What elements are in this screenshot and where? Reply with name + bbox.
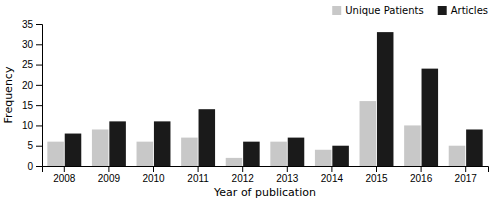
tick-mark: [64, 166, 65, 172]
tick-mark: [36, 166, 42, 167]
bars: [47, 32, 482, 166]
tick-label: 2014: [321, 173, 344, 184]
tick: 2017: [455, 166, 478, 184]
bar: [404, 125, 421, 166]
legend-swatch: [438, 6, 447, 15]
tick-mark: [36, 125, 42, 126]
tick-label: 30: [22, 39, 34, 50]
tick: 2008: [53, 166, 76, 184]
tick-label: 2010: [142, 173, 165, 184]
bar: [315, 150, 332, 166]
tick-label: 2016: [410, 173, 433, 184]
tick-label: 2017: [455, 173, 478, 184]
y-axis: 0 5 10 15 20 25 30 35: [22, 19, 43, 172]
tick-mark: [108, 166, 109, 172]
y-axis-title: Frequency: [2, 66, 15, 123]
bar: [360, 101, 377, 166]
tick-label: 25: [22, 59, 34, 70]
tick: 35: [22, 19, 42, 30]
tick: 2015: [365, 166, 388, 184]
legend-swatch: [332, 6, 341, 15]
bar: [92, 129, 109, 166]
bar: [47, 142, 64, 166]
bar: [109, 121, 126, 166]
tick: 5: [27, 140, 42, 151]
tick-mark: [36, 65, 42, 66]
tick-label: 2012: [232, 173, 255, 184]
tick-label: 35: [22, 19, 34, 30]
tick-mark: [36, 85, 42, 86]
bar: [65, 134, 82, 166]
tick-label: 2011: [187, 173, 209, 184]
bar-series: [65, 32, 483, 166]
x-axis-title: Year of publication: [213, 186, 316, 199]
axis-line: [36, 25, 43, 167]
legend: Unique Patients Articles: [332, 5, 488, 16]
tick-label: 2015: [365, 173, 388, 184]
tick-label: 10: [22, 120, 34, 131]
chart: 2008200920102011201220132014201520162017…: [0, 0, 500, 200]
tick: 2012: [232, 166, 255, 184]
plot: 2008200920102011201220132014201520162017…: [22, 19, 489, 184]
bar: [181, 138, 198, 166]
tick-mark: [36, 44, 42, 45]
bar: [154, 121, 171, 166]
tick-label: 20: [22, 80, 34, 91]
bar: [137, 142, 154, 166]
tick-label: 0: [27, 161, 33, 172]
tick-mark: [36, 105, 42, 106]
tick-mark: [376, 166, 377, 172]
tick: 2013: [276, 166, 299, 184]
tick: 2009: [98, 166, 121, 184]
tick: 20: [22, 80, 42, 91]
bar: [332, 146, 349, 166]
legend-item: Articles: [438, 5, 488, 16]
tick: 10: [22, 120, 42, 131]
legend-label: Unique Patients: [345, 5, 423, 16]
tick-mark: [198, 166, 199, 172]
bar: [288, 138, 305, 166]
tick-mark: [421, 166, 422, 172]
tick-label: 5: [27, 140, 33, 151]
tick: 2014: [321, 166, 344, 184]
bar: [270, 142, 287, 166]
legend-label: Articles: [451, 5, 488, 16]
tick-label: 2008: [53, 173, 76, 184]
tick-label: 2013: [276, 173, 299, 184]
tick-mark: [36, 24, 42, 25]
tick-mark: [242, 166, 243, 172]
bar-series: [47, 101, 465, 166]
tick: 30: [22, 39, 42, 50]
tick-label: 15: [22, 100, 34, 111]
bar: [243, 142, 260, 166]
tick: 2011: [187, 166, 209, 184]
tick: 15: [22, 100, 42, 111]
tick-mark: [36, 146, 42, 147]
bar: [199, 109, 216, 166]
tick: 2010: [142, 166, 165, 184]
tick: 2016: [410, 166, 433, 184]
x-axis: 2008 2009 2010 2011 2012 2013 2014 2015 2016 2017: [43, 166, 489, 184]
bar: [449, 146, 466, 166]
tick-mark: [153, 166, 154, 172]
legend-item: Unique Patients: [332, 5, 423, 16]
tick: 0: [27, 161, 42, 172]
tick-mark: [287, 166, 288, 172]
bar: [226, 158, 243, 166]
tick: 25: [22, 59, 42, 70]
axis-line: [43, 167, 489, 173]
bar: [422, 69, 439, 166]
bar: [377, 32, 394, 166]
tick-mark: [331, 166, 332, 172]
tick-label: 2009: [98, 173, 121, 184]
bar: [466, 129, 483, 166]
tick-mark: [465, 166, 466, 172]
